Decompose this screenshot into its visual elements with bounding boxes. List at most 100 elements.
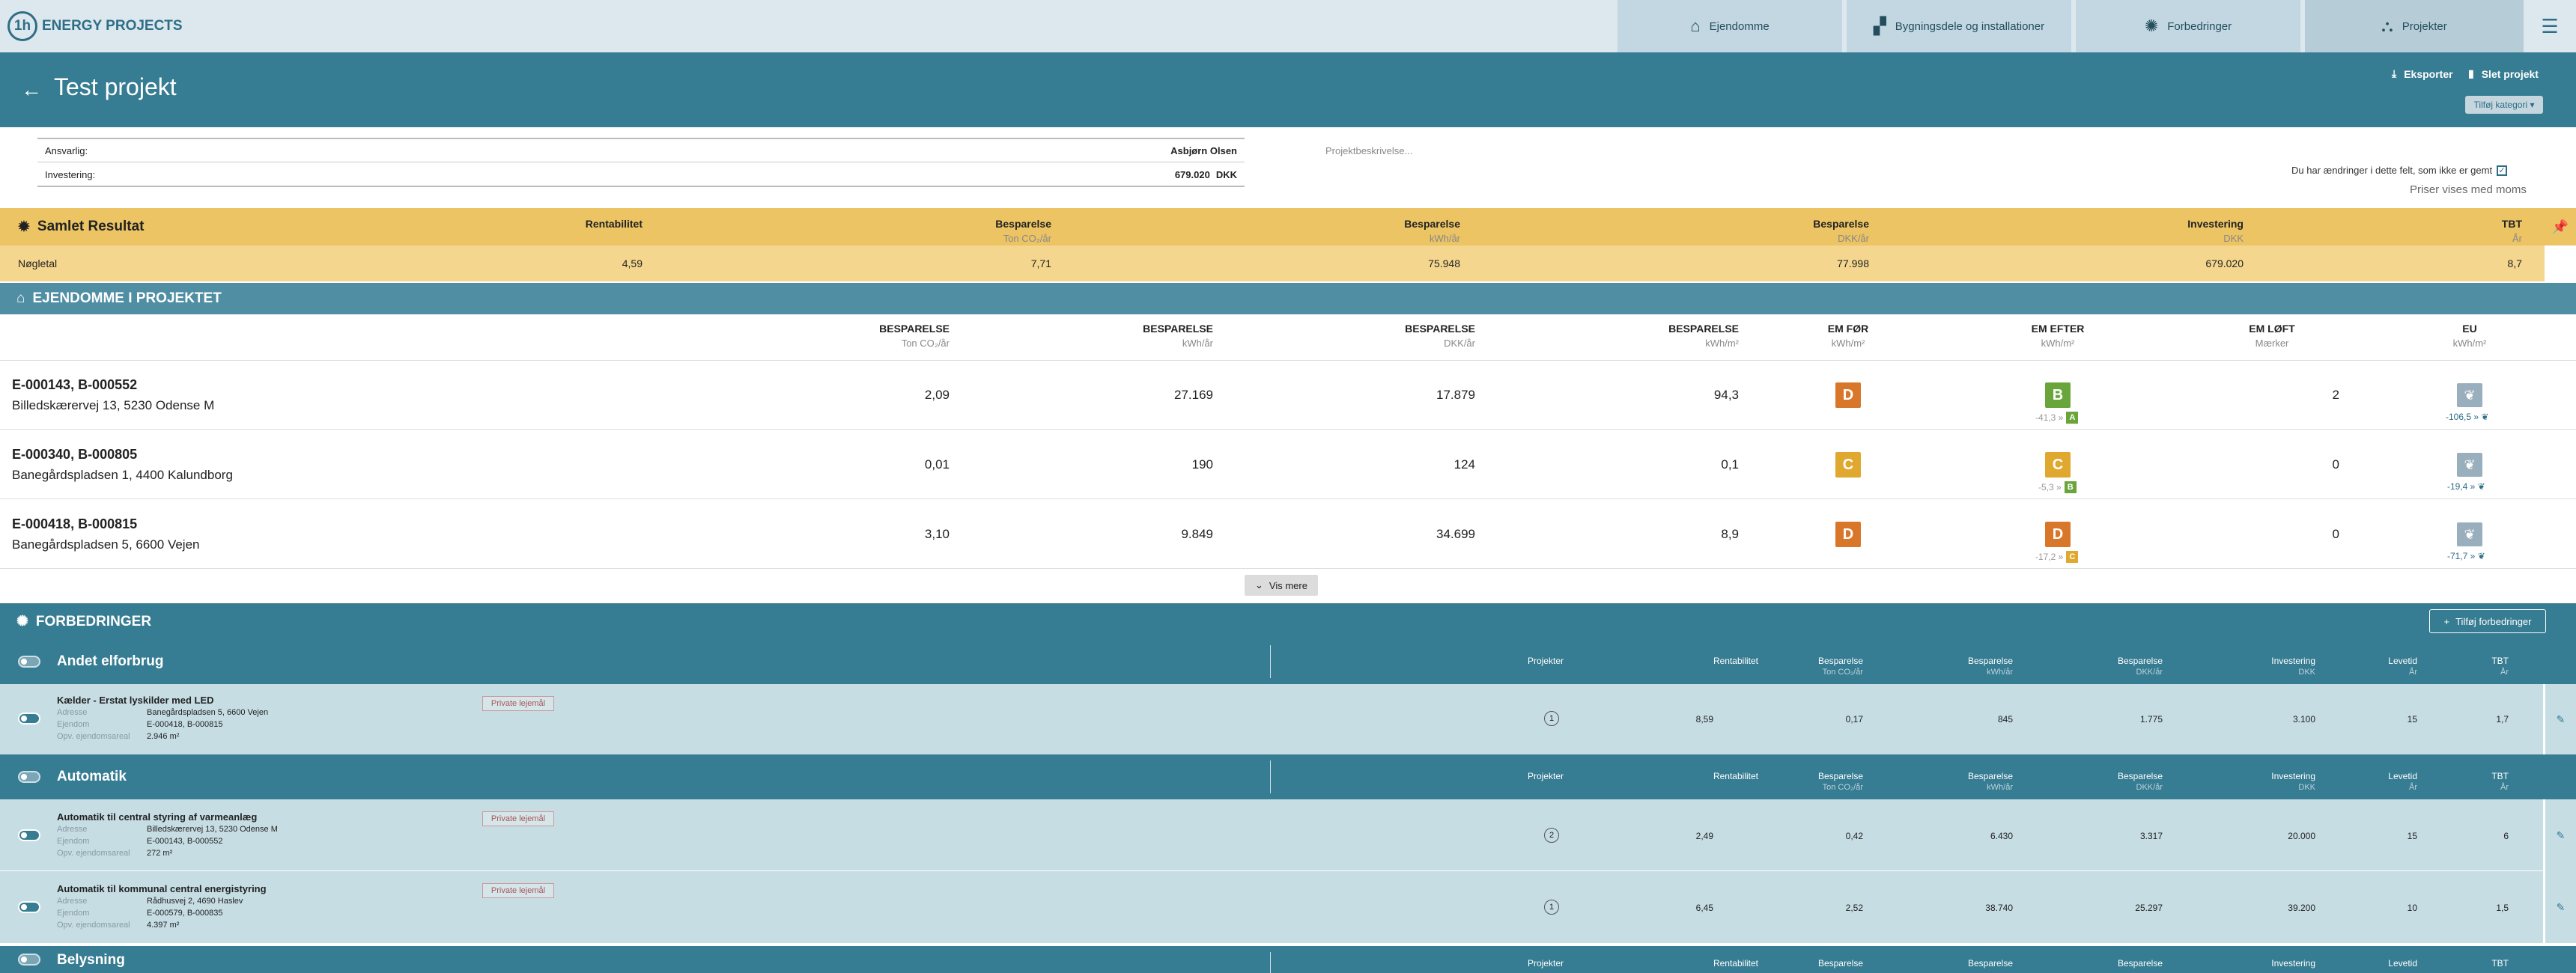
improvement-title[interactable]: Automatik til kommunal central energisty…	[57, 883, 267, 894]
app-logo[interactable]: 1h ENERGY PROJECTS	[7, 10, 183, 42]
property-row[interactable]: E-000143, B-000552 Billedskærervej 13, 5…	[0, 361, 2576, 430]
col-head: Rentabilitet	[1713, 958, 1758, 969]
property-kwhm2: 0,1	[1721, 457, 1739, 472]
result-row-label: Nøgletal	[18, 257, 58, 269]
improvement-row[interactable]: Automatik til kommunal central energisty…	[0, 871, 2543, 943]
inv-value: 20.000	[2288, 831, 2315, 841]
area-value: 4.397 m²	[147, 921, 180, 930]
inv-value: 39.200	[2288, 903, 2315, 913]
edit-pencil-icon[interactable]: ✎	[2543, 684, 2576, 754]
property-row[interactable]: E-000340, B-000805 Banegårdspladsen 1, 4…	[0, 430, 2576, 499]
col-head: EM FØR kWh/m²	[1827, 323, 1869, 349]
properties-section-bar: ⌂ EJENDOMME I PROJEKTET	[0, 283, 2576, 314]
col-head: Besparelse DKK/år	[2117, 771, 2163, 792]
property-dkk: 124	[1453, 457, 1475, 472]
delete-label: Slet projekt	[2481, 67, 2539, 80]
pin-icon[interactable]: 📌	[2545, 208, 2576, 245]
building-parts-icon: ▞	[1873, 16, 1886, 35]
edit-pencil-icon[interactable]: ✎	[2543, 799, 2576, 871]
co2-value: 0,42	[1845, 831, 1863, 841]
category-title: Andet elforbrug	[57, 653, 164, 669]
result-col-inv: Investering DKK	[2187, 218, 2244, 244]
after-change: -17,2 » C	[2035, 551, 2079, 563]
add-improvements-button[interactable]: + Tilføj forbedringer	[2429, 609, 2546, 633]
property-kwh: 9.849	[1181, 527, 1213, 541]
project-header: ← Test projekt ⤓ Eksporter ▮ Slet projekt …	[0, 52, 2576, 127]
col-head: EU kWh/m²	[2452, 323, 2487, 349]
project-count[interactable]: 2	[1544, 828, 1559, 843]
tab-forbedringer[interactable]: ✺ Forbedringer	[2076, 0, 2300, 52]
divider	[1270, 645, 1271, 678]
project-count[interactable]: 1	[1544, 711, 1559, 726]
col-head: Projekter	[1527, 771, 1564, 781]
trash-icon: ▮	[2468, 67, 2474, 79]
improvement-row[interactable]: Kælder - Erstat lyskilder med LED Adress…	[0, 684, 2543, 754]
property-id[interactable]: E-000418, B-000815	[12, 516, 138, 531]
category-toggle[interactable]	[18, 656, 40, 668]
property-kwhm2: 8,9	[1721, 527, 1739, 541]
hamburger-menu-icon[interactable]: ☰	[2541, 14, 2559, 37]
label-lift: 0	[2332, 457, 2339, 472]
back-arrow-icon[interactable]: ←	[21, 78, 42, 101]
improvement-toggle[interactable]	[18, 901, 40, 913]
col-head: Rentabilitet	[1713, 656, 1758, 666]
energy-label-before: D	[1835, 522, 1861, 547]
category-title: Automatik	[57, 769, 127, 784]
area-value: 272 m²	[147, 849, 173, 858]
logo-mark: 1h	[7, 11, 37, 41]
category-toggle[interactable]	[18, 771, 40, 783]
co2-value: 2,52	[1845, 903, 1863, 913]
improvement-title[interactable]: Automatik til central styring af varmean…	[57, 811, 258, 823]
improvement-title[interactable]: Kælder - Erstat lyskilder med LED	[57, 695, 214, 706]
property-row[interactable]: E-000418, B-000815 Banegårdspladsen 5, 6…	[0, 500, 2576, 569]
address-label: Adresse	[57, 825, 88, 834]
lightbulb-icon: ✺	[16, 614, 28, 629]
result-col-tbt: TBT År	[2501, 218, 2522, 244]
improvement-toggle[interactable]	[18, 829, 40, 841]
property-id[interactable]: E-000143, B-000552	[12, 377, 138, 392]
save-check-icon[interactable]: ✓	[2497, 165, 2508, 176]
energy-label-after: C	[2045, 452, 2071, 478]
eu-change: -19,4 » ❦	[2447, 481, 2485, 492]
property-value: E-000143, B-000552	[147, 837, 223, 846]
col-head: BESPARELSE kWh/m²	[1668, 323, 1739, 349]
address-label: Adresse	[57, 897, 88, 906]
eu-leaf-icon: ❦	[2457, 522, 2482, 546]
add-category-button[interactable]: Tilføj kategori ▾	[2465, 96, 2543, 114]
tab-ejendomme[interactable]: ⌂ Ejendomme	[1617, 0, 1842, 52]
after-change: -41,3 » A	[2035, 412, 2079, 424]
responsible-value[interactable]: Asbjørn Olsen	[1170, 144, 1237, 156]
category-toggle[interactable]	[18, 954, 40, 966]
result-col-kwh: Besparelse kWh/år	[1404, 218, 1460, 244]
description-input[interactable]: Projektbeskrivelse...	[1325, 145, 1413, 156]
improvement-toggle[interactable]	[18, 713, 40, 725]
plus-icon: +	[2443, 615, 2450, 627]
area-label: Opv. ejendomsareal	[57, 921, 130, 930]
rent-value: 6,45	[1695, 903, 1713, 913]
unsaved-text: Du har ændringer i dette felt, som ikke …	[2291, 165, 2493, 176]
investment-label: Investering:	[45, 169, 96, 180]
kwh-value: 845	[1997, 714, 2013, 725]
category-bar: Automatik Projekter Rentabilitet Bespare…	[0, 754, 2576, 799]
add-improvements-label: Tilføj forbedringer	[2455, 615, 2532, 627]
label-lift: 2	[2332, 388, 2339, 402]
project-count[interactable]: 1	[1544, 900, 1559, 915]
tab-projekter[interactable]: ⛬ Projekter	[2305, 0, 2524, 52]
property-label: Ejendom	[57, 837, 90, 846]
improvement-row[interactable]: Automatik til central styring af varmean…	[0, 799, 2543, 871]
investment-value: 679.020	[1174, 169, 1210, 180]
property-id[interactable]: E-000340, B-000805	[12, 447, 138, 462]
export-button[interactable]: ⤓ Eksporter	[2392, 67, 2453, 80]
property-kwh: 190	[1191, 457, 1213, 472]
show-more-button[interactable]: ⌄ Vis mere	[1245, 575, 1318, 596]
col-head: Investering DKK	[2271, 771, 2315, 792]
unsaved-warning: Du har ændringer i dette felt, som ikke …	[2291, 165, 2508, 176]
result-value: 77.998	[1837, 257, 1869, 269]
edit-pencil-icon[interactable]: ✎	[2543, 871, 2576, 943]
delete-project-button[interactable]: ▮ Slet projekt	[2468, 67, 2539, 80]
tbt-value: 6	[2503, 831, 2509, 841]
col-head: Besparelse kWh/år	[1967, 771, 2013, 792]
show-more-label: Vis mere	[1269, 579, 1307, 591]
tab-bygningsdele[interactable]: ▞ Bygningsdele og installationer	[1847, 0, 2071, 52]
result-col-dkk: Besparelse DKK/år	[1813, 218, 1869, 244]
